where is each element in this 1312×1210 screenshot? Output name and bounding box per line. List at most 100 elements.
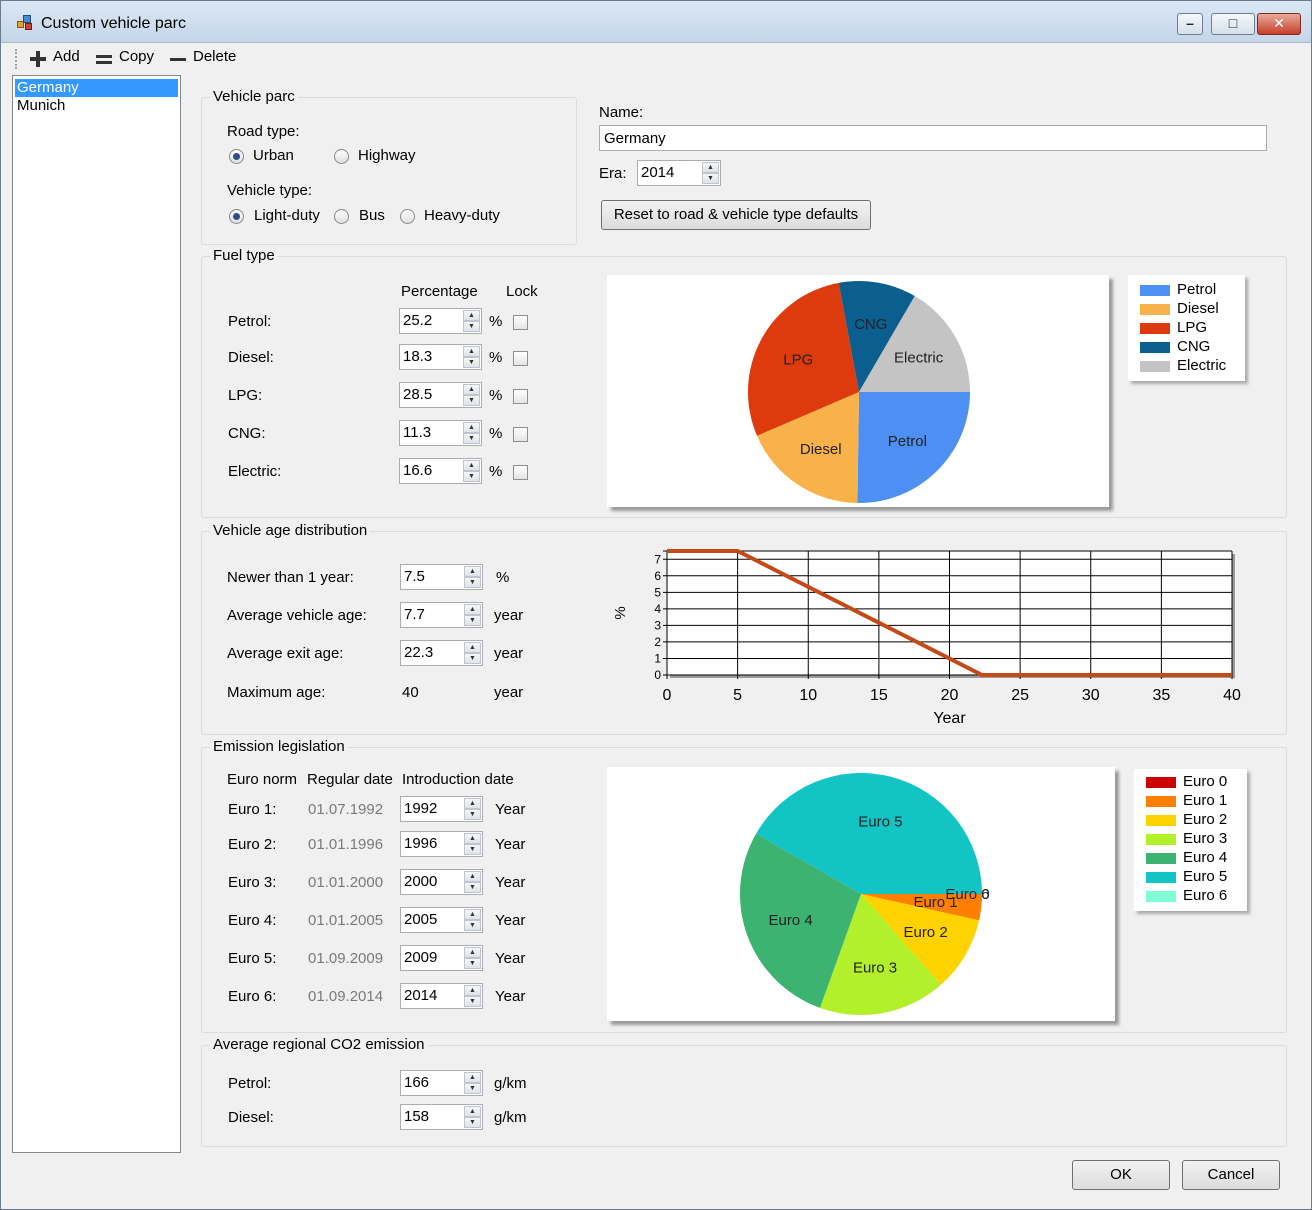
legend-label: Euro 2 [1183,811,1228,828]
bus-radio[interactable] [334,209,349,224]
euro-1-intro-stepper[interactable]: 1992 ▲ ▼ [400,796,483,822]
euro-4-intro-stepper[interactable]: 2005 ▲ ▼ [400,907,483,933]
fuel-electric-stepper[interactable]: 16.6 ▲ ▼ [399,458,482,484]
spin-up-icon[interactable]: ▲ [463,346,480,357]
fuel-electric-lock-checkbox[interactable] [513,465,528,480]
era-stepper[interactable]: 2014 ▲ ▼ [637,160,721,186]
euro-3-intro-stepper-arrows[interactable]: ▲ ▼ [464,871,481,893]
spin-up-icon[interactable]: ▲ [463,310,480,321]
cancel-button[interactable]: Cancel [1182,1160,1280,1190]
spin-down-icon[interactable]: ▼ [464,1083,481,1094]
spin-up-icon[interactable]: ▲ [463,422,480,433]
fuel-petrol-lock-checkbox[interactable] [513,315,528,330]
euro-5-intro-stepper[interactable]: 2009 ▲ ▼ [400,945,483,971]
euro-6-intro-stepper[interactable]: 2014 ▲ ▼ [400,983,483,1009]
fuel-diesel-stepper[interactable]: 18.3 ▲ ▼ [399,344,482,370]
era-stepper-arrows[interactable]: ▲ ▼ [702,162,719,184]
spin-down-icon[interactable]: ▼ [464,958,481,969]
spin-down-icon[interactable]: ▼ [464,844,481,855]
name-input[interactable] [600,126,1266,150]
euro-5-intro-stepper-arrows[interactable]: ▲ ▼ [464,947,481,969]
fuel-diesel-lock-checkbox[interactable] [513,351,528,366]
euro-1-intro-stepper-arrows[interactable]: ▲ ▼ [464,798,481,820]
spin-up-icon[interactable]: ▲ [464,642,481,653]
co2-petrol-stepper[interactable]: 166 ▲ ▼ [400,1070,483,1096]
age-row-0-stepper[interactable]: 7.5 ▲ ▼ [400,564,483,590]
euro-3-intro-stepper[interactable]: 2000 ▲ ▼ [400,869,483,895]
spin-up-icon[interactable]: ▲ [464,1072,481,1083]
highway-radio[interactable] [334,149,349,164]
spin-up-icon[interactable]: ▲ [463,460,480,471]
spin-up-icon[interactable]: ▲ [464,798,481,809]
age-row-0-stepper-arrows[interactable]: ▲ ▼ [464,566,481,588]
age-line-chart: 0 1 2 3 4 5 6 7 0 5 10 15 20 25 30 35 40 Year% [612,549,1241,727]
spin-down-icon[interactable]: ▼ [464,882,481,893]
maximize-icon: □ [1228,15,1238,31]
spin-up-icon[interactable]: ▲ [702,162,719,173]
age-row-2-stepper-arrows[interactable]: ▲ ▼ [464,642,481,664]
fuel-petrol-stepper-arrows[interactable]: ▲ ▼ [463,310,480,332]
spin-down-icon[interactable]: ▼ [464,615,481,626]
spin-down-icon[interactable]: ▼ [464,920,481,931]
spin-up-icon[interactable]: ▲ [464,985,481,996]
fuel-lpg-lock-checkbox[interactable] [513,389,528,404]
spin-up-icon[interactable]: ▲ [464,947,481,958]
age-row-2-stepper[interactable]: 22.3 ▲ ▼ [400,640,483,666]
maximize-button[interactable]: □ [1211,13,1255,35]
spin-down-icon[interactable]: ▼ [464,577,481,588]
spin-down-icon[interactable]: ▼ [463,471,480,482]
urban-radio[interactable] [229,149,244,164]
spin-down-icon[interactable]: ▼ [702,173,719,184]
parc-item-munich[interactable]: Munich [17,97,66,114]
spin-up-icon[interactable]: ▲ [464,604,481,615]
spin-down-icon[interactable]: ▼ [463,321,480,332]
name-field[interactable] [599,125,1267,151]
spin-up-icon[interactable]: ▲ [464,909,481,920]
parc-list[interactable]: Germany Munich [12,75,181,1153]
fuel-cng-stepper-arrows[interactable]: ▲ ▼ [463,422,480,444]
co2-diesel-stepper[interactable]: 158 ▲ ▼ [400,1104,483,1130]
heavy-duty-radio[interactable] [400,209,415,224]
spin-down-icon[interactable]: ▼ [464,996,481,1007]
parc-item-germany[interactable]: Germany [15,79,178,97]
fuel-diesel-stepper-arrows[interactable]: ▲ ▼ [463,346,480,368]
fuel-electric-stepper-arrows[interactable]: ▲ ▼ [463,460,480,482]
fuel-cng-stepper[interactable]: 11.3 ▲ ▼ [399,420,482,446]
spin-up-icon[interactable]: ▲ [463,384,480,395]
euro-4-intro-stepper-arrows[interactable]: ▲ ▼ [464,909,481,931]
euro-2-intro-stepper[interactable]: 1996 ▲ ▼ [400,831,483,857]
fuel-lpg-stepper[interactable]: 28.5 ▲ ▼ [399,382,482,408]
spin-down-icon[interactable]: ▼ [463,433,480,444]
euro-6-intro-stepper-arrows[interactable]: ▲ ▼ [464,985,481,1007]
spin-up-icon[interactable]: ▲ [464,871,481,882]
co2-diesel-stepper-arrows[interactable]: ▲ ▼ [464,1106,481,1128]
add-button[interactable]: Add [29,48,85,70]
reset-defaults-button[interactable]: Reset to road & vehicle type defaults [601,200,871,230]
close-button[interactable]: ✕ [1257,13,1301,35]
spin-down-icon[interactable]: ▼ [463,357,480,368]
delete-button[interactable]: Delete [169,48,243,70]
spin-down-icon[interactable]: ▼ [464,653,481,664]
fuel-cng-lock-checkbox[interactable] [513,427,528,442]
euro-2-intro-stepper-arrows[interactable]: ▲ ▼ [464,833,481,855]
fuel-petrol-stepper-value: 25.2 [403,312,433,329]
light-duty-radio[interactable] [229,209,244,224]
age-row-1-stepper-arrows[interactable]: ▲ ▼ [464,604,481,626]
spin-down-icon[interactable]: ▼ [463,395,480,406]
toolbar-grip[interactable] [15,49,18,69]
spin-up-icon[interactable]: ▲ [464,833,481,844]
fuel-lpg-stepper-arrows[interactable]: ▲ ▼ [463,384,480,406]
ok-button[interactable]: OK [1072,1160,1170,1190]
minimize-button[interactable]: – [1177,13,1203,35]
legend-swatch [1140,342,1170,353]
co2-petrol-stepper-arrows[interactable]: ▲ ▼ [464,1072,481,1094]
spin-up-icon[interactable]: ▲ [464,566,481,577]
fuel-petrol-stepper[interactable]: 25.2 ▲ ▼ [399,308,482,334]
copy-button[interactable]: Copy [95,48,161,70]
spin-down-icon[interactable]: ▼ [464,809,481,820]
x-tick-label: 40 [1223,687,1241,704]
age-row-1-stepper[interactable]: 7.7 ▲ ▼ [400,602,483,628]
spin-down-icon[interactable]: ▼ [464,1117,481,1128]
fuel-legend: Petrol Diesel LPG CNG Electric [1128,275,1245,381]
spin-up-icon[interactable]: ▲ [464,1106,481,1117]
